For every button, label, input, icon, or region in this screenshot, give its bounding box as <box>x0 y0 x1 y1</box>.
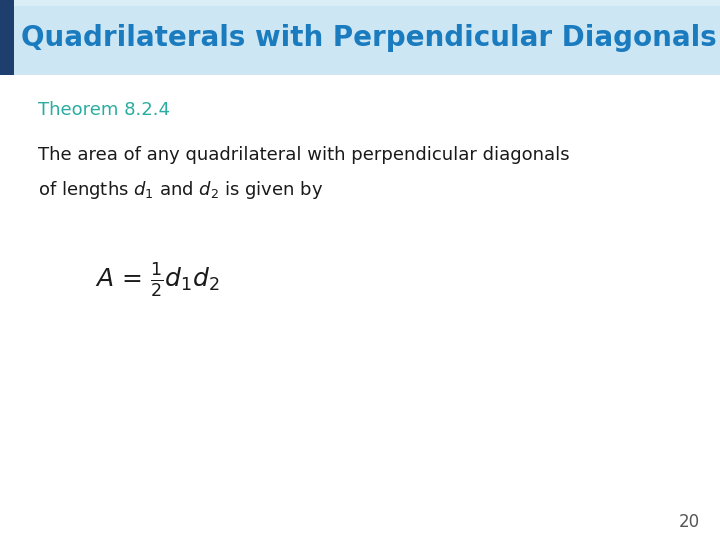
Text: Quadrilaterals with Perpendicular Diagonals: Quadrilaterals with Perpendicular Diagon… <box>21 24 717 51</box>
Text: of lengths $d_1$ and $d_2$ is given by: of lengths $d_1$ and $d_2$ is given by <box>38 179 323 201</box>
Text: 20: 20 <box>679 513 700 531</box>
Text: $\mathit{A}$ = $\frac{1}{2}d_1d_2$: $\mathit{A}$ = $\frac{1}{2}d_1d_2$ <box>95 261 220 299</box>
FancyBboxPatch shape <box>0 0 720 6</box>
FancyBboxPatch shape <box>0 0 14 75</box>
FancyBboxPatch shape <box>0 75 720 540</box>
Text: The area of any quadrilateral with perpendicular diagonals: The area of any quadrilateral with perpe… <box>38 146 570 164</box>
Text: Theorem 8.2.4: Theorem 8.2.4 <box>38 101 170 119</box>
FancyBboxPatch shape <box>0 0 720 75</box>
